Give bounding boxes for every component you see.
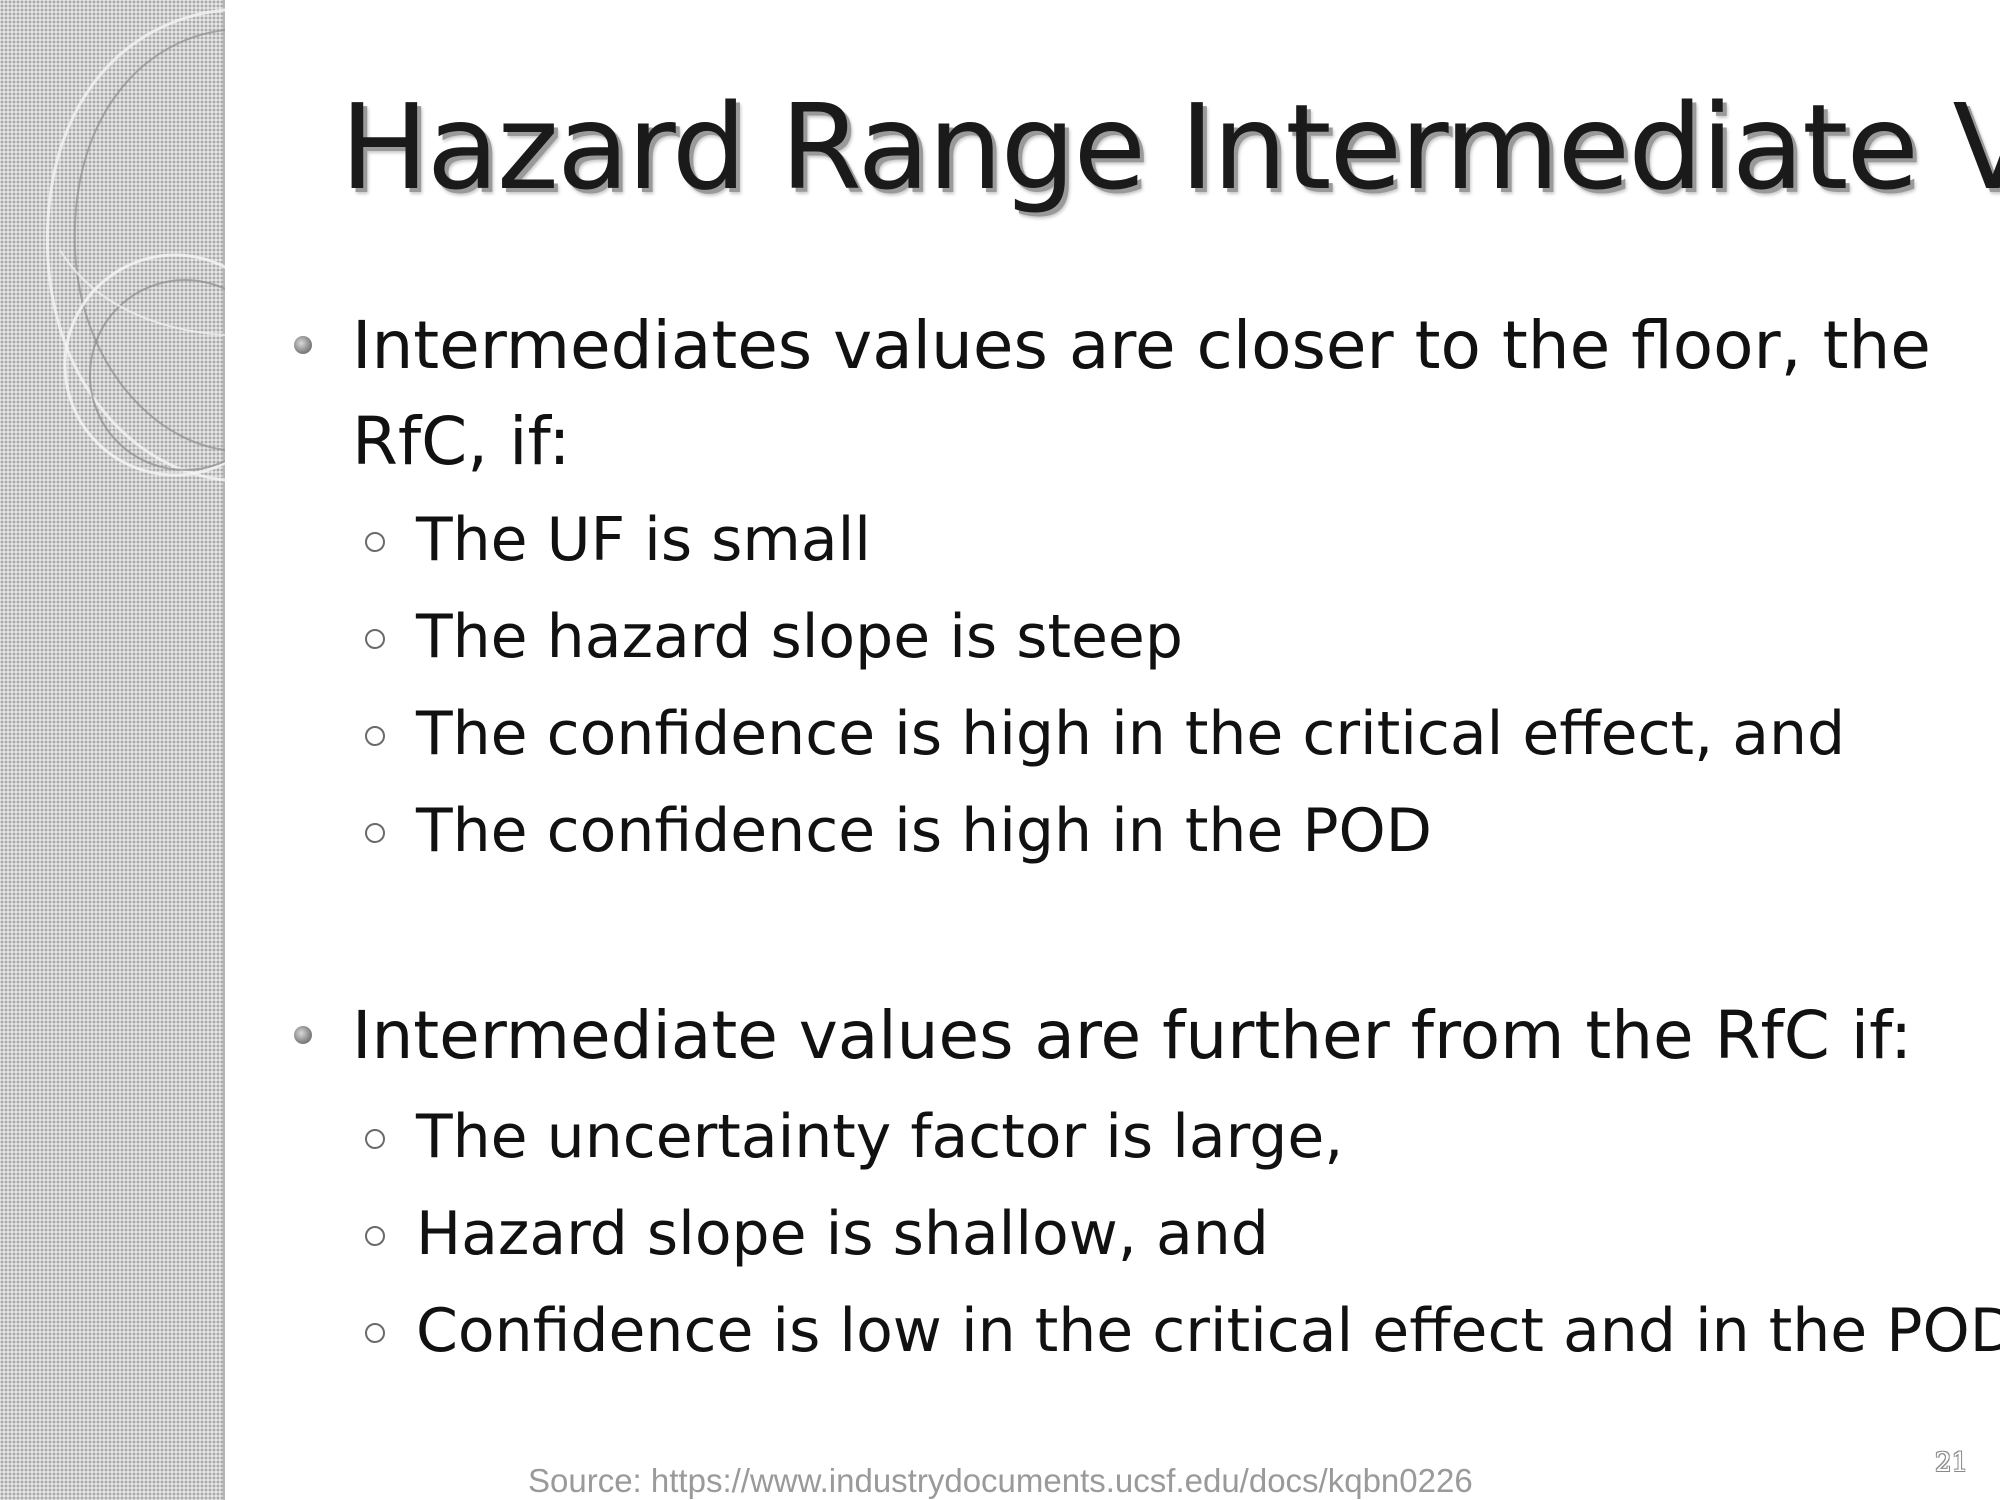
hollow-circle-bullet-icon (365, 726, 385, 746)
round-bullet-icon (294, 336, 312, 354)
sub-item-text: Hazard slope is shallow, and (416, 1199, 1269, 1269)
hollow-circle-bullet-icon (365, 823, 385, 843)
bullet-text: Intermediate values are further from the… (352, 997, 1913, 1074)
sub-item: The uncertainty factor is large, (365, 1097, 1956, 1177)
hollow-circle-bullet-icon (365, 629, 385, 649)
sub-item-text: Confidence is low in the critical effect… (416, 1296, 2000, 1366)
round-bullet-icon (294, 1026, 312, 1044)
page-number: 21 (1935, 1448, 1969, 1478)
source-citation: Source: https://www.industrydocuments.uc… (528, 1462, 1473, 1499)
hollow-circle-bullet-icon (365, 1129, 385, 1149)
sub-item: The confidence is high in the critical e… (365, 694, 1956, 774)
sub-item: Hazard slope is shallow, and (365, 1194, 1956, 1274)
hollow-circle-bullet-icon (365, 1226, 385, 1246)
sub-item: The confidence is high in the POD (365, 791, 1956, 871)
sub-item: The hazard slope is steep (365, 597, 1956, 677)
hollow-circle-bullet-icon (365, 532, 385, 552)
slide-title: Hazard Range Intermediate Value (340, 78, 2000, 216)
sub-item-text: The UF is small (416, 505, 871, 575)
bullet-text: Intermediates values are closer to the f… (352, 307, 1931, 480)
bullet-closer-to-rfc: Intermediates values are closer to the f… (294, 298, 1932, 490)
sub-item-text: The confidence is high in the POD (416, 796, 1432, 866)
sub-item-text: The hazard slope is steep (416, 602, 1183, 672)
sub-item-text: The uncertainty factor is large, (416, 1102, 1344, 1172)
sub-item: Confidence is low in the critical effect… (365, 1291, 2000, 1371)
bullet-further-from-rfc: Intermediate values are further from the… (294, 988, 1932, 1084)
decorative-swirl-graphic (45, 8, 225, 482)
sub-item: The UF is small (365, 500, 1956, 580)
hollow-circle-bullet-icon (365, 1323, 385, 1343)
decorative-sidebar (0, 0, 225, 1500)
sub-item-text: The confidence is high in the critical e… (416, 699, 1846, 769)
